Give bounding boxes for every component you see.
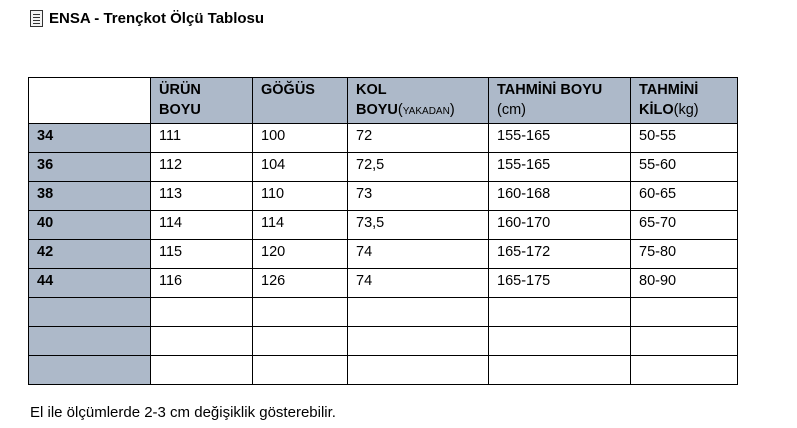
header-label: TAHMİNİ BOYU xyxy=(497,82,603,98)
table-cell: 110 xyxy=(252,181,348,211)
table-cell: 74 xyxy=(347,239,489,269)
table-cell: 155-165 xyxy=(488,152,631,182)
header-label: GÖĞÜS xyxy=(261,82,315,98)
table-row: 36 112 104 72,5 155-165 55-60 xyxy=(28,152,738,182)
table-row: 34 111 100 72 155-165 50-55 xyxy=(28,123,738,153)
table-cell: 65-70 xyxy=(630,210,738,240)
header-kol-boyu: KOL BOYU(YAKADAN) xyxy=(347,77,489,124)
table-cell: 73 xyxy=(347,181,489,211)
header-tahmini-kilo: TAHMİNİ KİLO(kg) xyxy=(630,77,738,124)
table-cell xyxy=(630,297,738,327)
title-text: ENSA - Trençkot Ölçü Tablosu xyxy=(49,10,265,27)
table-cell: 75-80 xyxy=(630,239,738,269)
size-cell: 42 xyxy=(28,239,151,269)
size-cell: 38 xyxy=(28,181,151,211)
size-cell: 36 xyxy=(28,152,151,182)
header-tahmini-boyu: TAHMİNİ BOYU (cm) xyxy=(488,77,631,124)
document-icon xyxy=(30,10,43,27)
paren: ( xyxy=(397,102,403,118)
table-cell xyxy=(488,297,631,327)
size-cell xyxy=(28,297,151,327)
table-cell xyxy=(347,355,489,385)
table-cell: 165-172 xyxy=(488,239,631,269)
table-cell xyxy=(630,355,738,385)
table-cell: 112 xyxy=(150,152,253,182)
header-gogus: GÖĞÜS xyxy=(252,77,348,124)
table-cell: 73,5 xyxy=(347,210,489,240)
size-cell: 40 xyxy=(28,210,151,240)
table-cell: 60-65 xyxy=(630,181,738,211)
table-row xyxy=(28,326,738,356)
table-row: 44 116 126 74 165-175 80-90 xyxy=(28,268,738,298)
table-cell: 114 xyxy=(150,210,253,240)
table-row xyxy=(28,297,738,327)
table-cell: 120 xyxy=(252,239,348,269)
table-cell: 113 xyxy=(150,181,253,211)
table-cell xyxy=(347,297,489,327)
table-cell: 72,5 xyxy=(347,152,489,182)
table-cell: 116 xyxy=(150,268,253,298)
table-cell xyxy=(347,326,489,356)
size-cell: 44 xyxy=(28,268,151,298)
table-row: 38 113 110 73 160-168 60-65 xyxy=(28,181,738,211)
table-row: 40 114 114 73,5 160-170 65-70 xyxy=(28,210,738,240)
table-row: 42 115 120 74 165-172 75-80 xyxy=(28,239,738,269)
table-cell: 155-165 xyxy=(488,123,631,153)
table-cell: 74 xyxy=(347,268,489,298)
header-urun-boyu: ÜRÜN BOYU xyxy=(150,77,253,124)
table-cell: 80-90 xyxy=(630,268,738,298)
size-cell xyxy=(28,326,151,356)
header-unit: (cm) xyxy=(497,102,526,118)
table-cell xyxy=(630,326,738,356)
header-cell-empty xyxy=(28,77,151,124)
table-cell: 104 xyxy=(252,152,348,182)
table-cell xyxy=(252,355,348,385)
table-row xyxy=(28,355,738,385)
table-cell: 165-175 xyxy=(488,268,631,298)
table-cell: 100 xyxy=(252,123,348,153)
header-unit: (kg) xyxy=(673,102,699,118)
table-cell xyxy=(150,297,253,327)
measurement-note: El ile ölçümlerde 2-3 cm değişiklik göst… xyxy=(30,404,336,421)
table-cell xyxy=(150,355,253,385)
header-label: ÜRÜN BOYU xyxy=(159,82,201,118)
table-cell: 72 xyxy=(347,123,489,153)
table-cell xyxy=(488,326,631,356)
table-cell xyxy=(488,355,631,385)
table-cell xyxy=(252,297,348,327)
table-cell: 160-170 xyxy=(488,210,631,240)
table-cell: 50-55 xyxy=(630,123,738,153)
table-cell: 115 xyxy=(150,239,253,269)
table-cell: 111 xyxy=(150,123,253,153)
table-cell: 114 xyxy=(252,210,348,240)
header-row: ÜRÜN BOYU GÖĞÜS KOL BOYU(YAKADAN) TAHMİN… xyxy=(28,77,738,124)
header-label: KOL BOYU xyxy=(356,82,398,118)
table-cell xyxy=(150,326,253,356)
size-cell xyxy=(28,355,151,385)
header-label: TAHMİNİ KİLO xyxy=(639,82,699,118)
table-cell: 55-60 xyxy=(630,152,738,182)
table-cell: 160-168 xyxy=(488,181,631,211)
size-cell: 34 xyxy=(28,123,151,153)
paren: ) xyxy=(449,102,455,118)
document-title: ENSA - Trençkot Ölçü Tablosu xyxy=(30,10,264,27)
table-cell xyxy=(252,326,348,356)
header-sublabel: YAKADAN xyxy=(402,106,450,117)
table-cell: 126 xyxy=(252,268,348,298)
size-chart-table: ÜRÜN BOYU GÖĞÜS KOL BOYU(YAKADAN) TAHMİN… xyxy=(28,77,738,385)
